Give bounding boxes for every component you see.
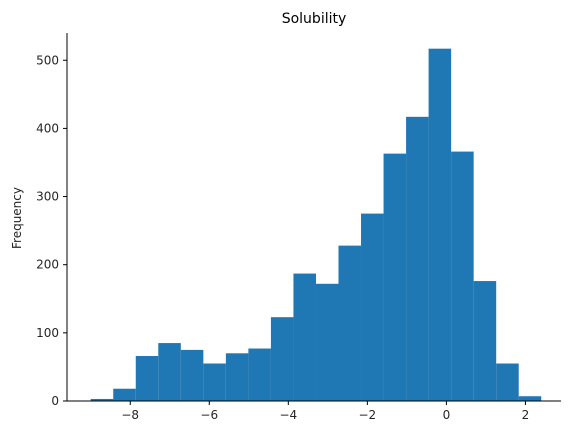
x-tick-label: −6: [200, 408, 218, 422]
histogram-bar: [315, 283, 339, 401]
y-tick-label: 0: [51, 394, 59, 408]
x-tick-label: −4: [279, 408, 297, 422]
x-tick-label: 0: [443, 408, 451, 422]
y-tick-label: 200: [36, 258, 59, 272]
y-tick-label: 100: [36, 326, 59, 340]
histogram-bar: [496, 363, 519, 401]
y-tick-label: 300: [36, 190, 59, 204]
x-tick-label: 2: [522, 408, 530, 422]
y-tick-label: 400: [36, 121, 59, 135]
histogram-bar: [270, 317, 294, 401]
histogram-bar: [406, 116, 429, 402]
histogram-bar: [90, 398, 114, 401]
histogram-bar: [248, 348, 271, 401]
histogram-bar: [451, 151, 474, 401]
histogram-bar: [518, 396, 542, 401]
x-tick-label: −8: [121, 408, 139, 422]
chart-title: Solubility: [282, 11, 347, 27]
y-axis-label: Frequency: [10, 187, 24, 249]
histogram-bar: [338, 245, 362, 401]
histogram-bar: [428, 48, 452, 401]
histogram-bar: [203, 363, 226, 401]
histogram-bar: [158, 343, 181, 401]
histogram-bar: [225, 353, 249, 401]
histogram-bar: [383, 153, 407, 401]
histogram-bar: [135, 356, 159, 401]
x-ticks-group: −8 −6 −4 −2 0 2: [121, 401, 529, 422]
histogram-bar: [361, 213, 384, 401]
y-ticks-group: 0 100 200 300 400 500: [36, 53, 67, 408]
bars-group: [90, 48, 542, 402]
histogram-bar: [473, 281, 497, 401]
y-tick-label: 500: [36, 53, 59, 67]
histogram-bar: [293, 273, 316, 401]
histogram-bar: [180, 349, 204, 401]
histogram-bar: [113, 388, 136, 401]
x-tick-label: −2: [359, 408, 377, 422]
